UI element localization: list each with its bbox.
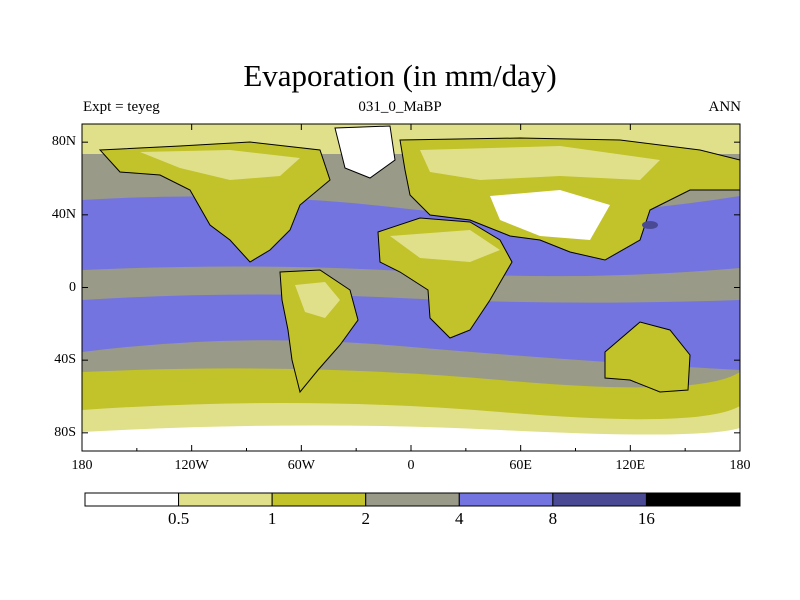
colorbar-label: 0.5: [167, 509, 190, 528]
colorbar-swatch: [84, 492, 180, 507]
sahara-highlight: [390, 230, 500, 262]
lat-tick-label: 40S: [54, 352, 76, 368]
lat-tick-label: 40N: [51, 206, 76, 222]
colorbar-swatch: [458, 492, 554, 507]
map-title: Evaporation (in mm/day): [243, 58, 557, 93]
colorbar-swatch: [552, 492, 647, 507]
lon-tick-label: 180: [71, 458, 93, 473]
lon-tick-label: 180: [729, 458, 751, 473]
colorbar-swatch: [271, 492, 367, 507]
colorbar-swatch: [178, 492, 273, 507]
australia: [604, 321, 691, 393]
high-evaporation-spot: [642, 221, 658, 229]
colorbar-label: 16: [637, 509, 655, 528]
lon-tick-label: 60W: [287, 458, 315, 473]
north-america-highlight: [140, 150, 300, 180]
colorbar-label: 8: [548, 509, 558, 528]
lat-tick-label: 80N: [51, 134, 76, 150]
equatorial-band: [82, 266, 740, 303]
lat-tick-label: 80S: [54, 424, 76, 440]
colorbar-swatch: [365, 492, 460, 507]
colorbar-swatch: [645, 492, 741, 507]
colorbar: [84, 492, 741, 507]
antarctic-ice: [82, 425, 740, 451]
greenland: [334, 125, 396, 179]
colorbar-label: 2: [361, 509, 370, 528]
colorbar-label: 4: [455, 509, 464, 528]
axis-ticks: [81, 124, 741, 451]
lon-tick-label: 0: [407, 458, 415, 473]
experiment-label: Expt = teyeg: [83, 99, 160, 115]
lat-tick-label: 0: [69, 279, 76, 295]
season-label: ANN: [708, 99, 742, 115]
colorbar-label: 1: [267, 509, 277, 528]
central-asia-dry: [490, 190, 610, 240]
lon-tick-label: 120W: [174, 458, 209, 473]
eurasia-highlight: [420, 146, 660, 180]
map-plot-area: [82, 124, 740, 451]
time-label: 031_0_MaBP: [358, 99, 442, 115]
south-america-highlight: [295, 282, 340, 318]
lon-tick-label: 120E: [615, 458, 646, 473]
lon-tick-label: 60E: [509, 458, 532, 473]
